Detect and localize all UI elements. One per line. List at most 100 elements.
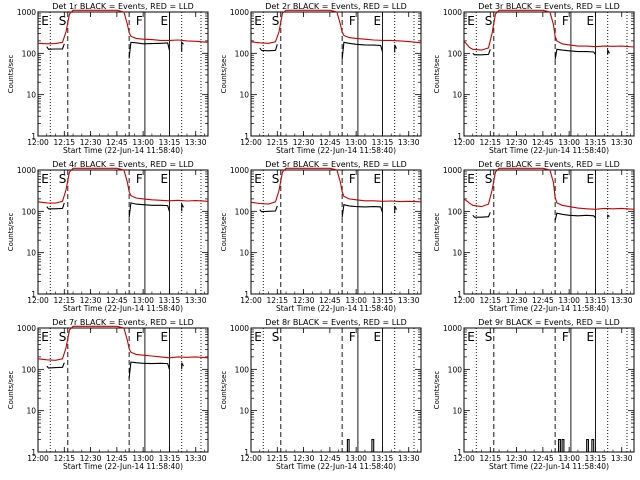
marker-label: S xyxy=(59,14,67,28)
marker-label: E xyxy=(41,330,49,344)
x-tick-label: 13:15 xyxy=(159,454,181,463)
y-tick-label: 1 xyxy=(457,132,462,141)
x-tick-label: 13:30 xyxy=(611,138,633,147)
x-tick-label: 13:15 xyxy=(372,296,394,305)
x-axis-label: Start Time (22-Jun-14 11:58:40) xyxy=(63,304,183,313)
panel-title: Det 4r BLACK = Events, RED = LLD xyxy=(52,160,194,169)
x-axis-label: Start Time (22-Jun-14 11:58:40) xyxy=(63,462,183,471)
events-series-line xyxy=(394,205,397,214)
y-tick-label: 100 xyxy=(235,207,250,216)
x-tick-label: 13:15 xyxy=(585,296,607,305)
marker-label: S xyxy=(272,330,280,344)
marker-label: S xyxy=(59,330,67,344)
y-tick-label: 10 xyxy=(26,407,36,416)
x-tick-label: 12:30 xyxy=(80,296,102,305)
marker-label: E xyxy=(160,14,168,28)
panel-title: Det 8r BLACK = Events, RED = LLD xyxy=(265,318,407,327)
marker-label: E xyxy=(373,330,381,344)
marker-label: F xyxy=(136,330,143,344)
x-tick-label: 12:15 xyxy=(266,138,288,147)
y-tick-label: 10 xyxy=(239,249,249,258)
x-tick-label: 13:15 xyxy=(585,454,607,463)
panel-det-9: Det 9r BLACK = Events, RED = LLD 1 10 100 10… xyxy=(433,318,635,471)
x-tick-label: 12:00 xyxy=(27,138,49,147)
y-axis-label: Counts/sec xyxy=(220,371,228,410)
events-series-line xyxy=(394,44,397,53)
events-series-line xyxy=(472,212,491,218)
events-series-line xyxy=(341,204,383,218)
marker-label: F xyxy=(562,14,569,28)
x-tick-label: 12:15 xyxy=(53,296,75,305)
x-tick-label: 13:15 xyxy=(585,138,607,147)
y-tick-label: 1 xyxy=(31,448,36,457)
y-tick-label: 1 xyxy=(244,290,249,299)
x-tick-label: 12:00 xyxy=(453,454,475,463)
panel-title: Det 9r BLACK = Events, RED = LLD xyxy=(478,318,620,327)
y-tick-label: 10 xyxy=(239,407,249,416)
marker-label: S xyxy=(272,14,280,28)
events-series-line xyxy=(181,202,184,212)
x-tick-label: 12:30 xyxy=(293,296,315,305)
y-tick-label: 100 xyxy=(22,49,37,58)
x-tick-label: 12:30 xyxy=(293,138,315,147)
x-tick-label: 12:15 xyxy=(53,138,75,147)
x-tick-label: 12:00 xyxy=(240,138,262,147)
x-tick-label: 13:00 xyxy=(132,454,154,463)
marker-label: S xyxy=(59,172,67,186)
lld-series-line xyxy=(250,9,422,44)
plot-frame xyxy=(37,11,209,137)
y-axis-label: Counts/sec xyxy=(433,213,441,252)
events-series-line xyxy=(558,439,565,453)
x-tick-label: 12:30 xyxy=(293,454,315,463)
panel-det-8: Det 8r BLACK = Events, RED = LLD 1 10 100 10… xyxy=(220,318,422,471)
marker-label: E xyxy=(373,14,381,28)
marker-label: F xyxy=(136,14,143,28)
x-tick-label: 12:45 xyxy=(532,138,554,147)
marker-label: F xyxy=(349,172,356,186)
x-tick-label: 12:15 xyxy=(479,454,501,463)
marker-label: E xyxy=(41,172,49,186)
x-axis-label: Start Time (22-Jun-14 11:58:40) xyxy=(489,146,609,155)
x-tick-label: 13:30 xyxy=(611,296,633,305)
x-tick-label: 12:00 xyxy=(27,454,49,463)
x-tick-label: 13:30 xyxy=(398,454,420,463)
y-tick-label: 100 xyxy=(448,49,463,58)
y-tick-label: 1000 xyxy=(443,324,462,333)
lld-series-line xyxy=(37,9,209,45)
y-tick-label: 100 xyxy=(22,207,37,216)
events-series-line xyxy=(607,48,610,55)
marker-label: F xyxy=(349,14,356,28)
lld-series-line xyxy=(250,167,422,205)
y-tick-label: 100 xyxy=(235,49,250,58)
x-tick-label: 13:30 xyxy=(185,296,207,305)
y-axis-label: Counts/sec xyxy=(7,55,15,94)
marker-label: F xyxy=(562,172,569,186)
x-tick-label: 13:30 xyxy=(398,296,420,305)
x-tick-label: 12:30 xyxy=(80,138,102,147)
x-axis-label: Start Time (22-Jun-14 11:58:40) xyxy=(276,304,396,313)
events-series-line xyxy=(259,205,278,213)
marker-label: E xyxy=(467,172,475,186)
marker-label: E xyxy=(373,172,381,186)
marker-label: S xyxy=(485,14,493,28)
panel-det-5: Det 5r BLACK = Events, RED = LLD 1 10 100 10… xyxy=(220,160,422,313)
plot-frame xyxy=(250,169,422,295)
marker-label: F xyxy=(136,172,143,186)
events-series-line xyxy=(341,41,383,60)
plot-frame xyxy=(37,169,209,295)
x-tick-label: 12:45 xyxy=(319,138,341,147)
events-series-line xyxy=(128,202,170,218)
plot-frame xyxy=(463,11,635,137)
y-tick-label: 100 xyxy=(448,207,463,216)
x-tick-label: 13:00 xyxy=(132,138,154,147)
plot-frame xyxy=(250,327,422,453)
x-tick-label: 12:15 xyxy=(266,454,288,463)
panel-title: Det 7r BLACK = Events, RED = LLD xyxy=(52,318,194,327)
marker-label: E xyxy=(467,330,475,344)
panel-title: Det 5r BLACK = Events, RED = LLD xyxy=(265,160,407,169)
y-tick-label: 100 xyxy=(448,365,463,374)
panel-title: Det 2r BLACK = Events, RED = LLD xyxy=(265,2,407,11)
x-tick-label: 12:15 xyxy=(479,296,501,305)
y-tick-label: 1000 xyxy=(17,166,36,175)
